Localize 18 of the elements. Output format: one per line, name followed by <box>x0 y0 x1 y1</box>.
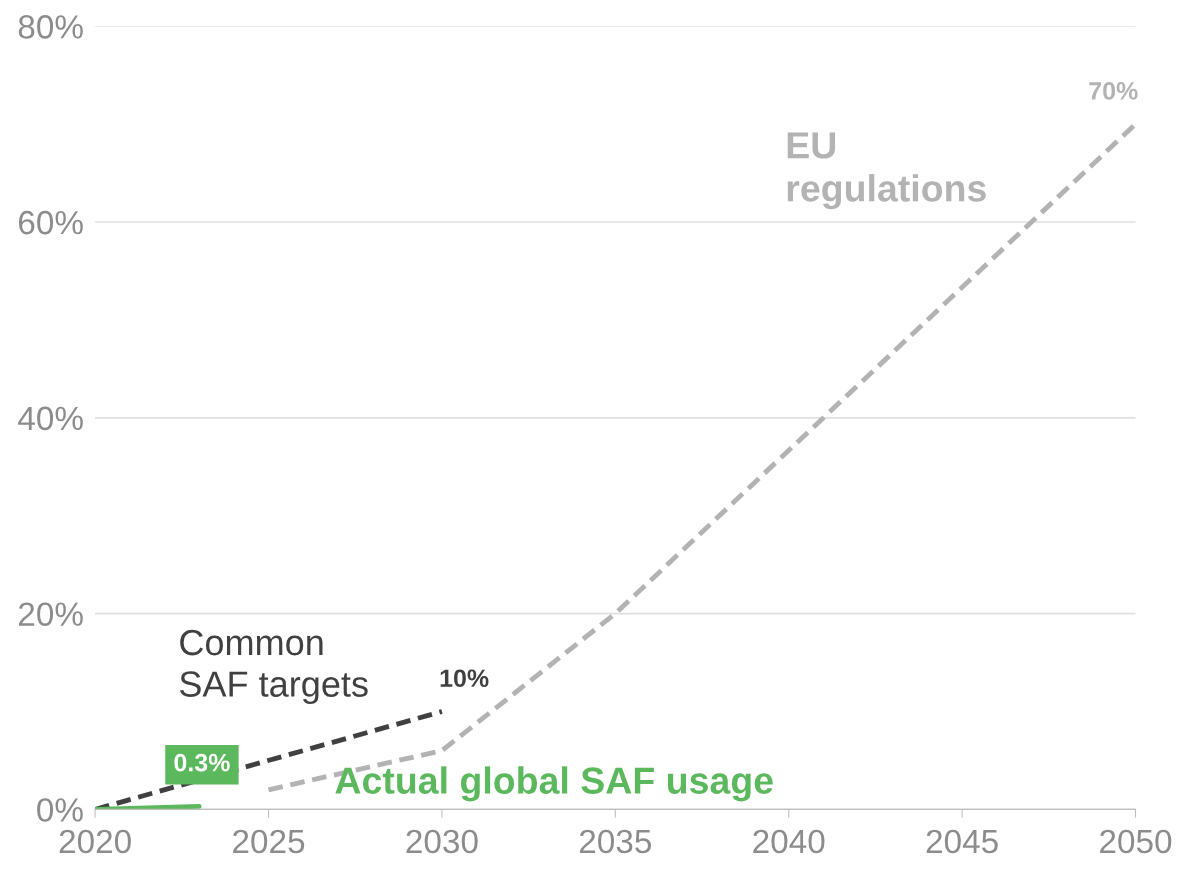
x-tick-label: 2045 <box>926 829 998 854</box>
y-tick-label: 20% <box>18 602 83 626</box>
series-label: EU regulations <box>787 132 986 210</box>
x-tick-label: 2025 <box>233 829 305 854</box>
data-label: 10% <box>440 669 489 688</box>
x-tick-label: 2035 <box>579 829 651 854</box>
x-tick-label: 2040 <box>753 829 825 854</box>
series-label: Common SAF targets <box>179 629 368 705</box>
y-tick-label: 80% <box>18 15 83 39</box>
x-tick-label: 2020 <box>59 829 131 854</box>
y-tick-label: 60% <box>18 210 83 235</box>
data-label: 70% <box>1089 82 1138 100</box>
x-tick-label: 2050 <box>1100 829 1172 854</box>
y-tick-label: 40% <box>18 406 83 431</box>
y-tick-label: 0% <box>37 798 83 822</box>
data-label: 0.3% <box>174 753 230 772</box>
text: Actual global SAF usage <box>335 766 773 802</box>
x-tick-label: 2030 <box>406 829 478 854</box>
